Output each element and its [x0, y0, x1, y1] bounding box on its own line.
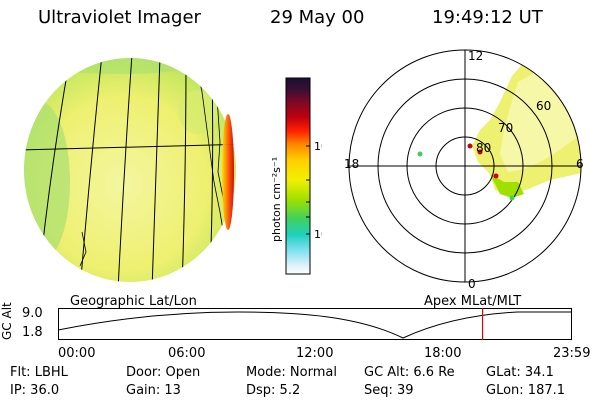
aurora-spot	[417, 151, 423, 157]
altitude-tick-min: 1.8	[22, 325, 43, 340]
geographic-globe-image	[24, 58, 236, 282]
time-tick-0600: 06:00	[168, 346, 206, 361]
mlt-label-0: 0	[468, 277, 476, 291]
colorbar-unit-label: photon cm⁻²s⁻¹	[270, 157, 283, 242]
observation-date: 29 May 00	[270, 7, 365, 28]
polar-mlat-mlt-plot: 12 18 6 0 80 70 60	[344, 49, 584, 291]
status-gc-alt: GC Alt: 6.6 Re	[364, 365, 455, 380]
status-door: Door: Open	[126, 365, 201, 380]
altitude-axis-label: GC Alt	[0, 302, 14, 340]
mlat-label-60: 60	[536, 99, 551, 113]
mlt-label-18: 18	[344, 157, 359, 171]
status-gain: Gain: 13	[126, 383, 181, 398]
status-dsp: Dsp: 5.2	[246, 383, 301, 398]
status-ip: IP: 36.0	[10, 383, 60, 398]
status-filter: Flt: LBHL	[10, 365, 68, 380]
geographic-caption: Geographic Lat/Lon	[70, 294, 197, 309]
colorbar-tick-10: 10	[314, 228, 322, 241]
intensity-colorbar: 100 10 photon cm⁻²s⁻¹	[270, 77, 322, 275]
mlt-label-12: 12	[468, 49, 483, 63]
observation-time: 19:49:12 UT	[432, 7, 543, 28]
aurora-spot	[467, 143, 473, 149]
status-seq: Seq: 39	[364, 383, 414, 398]
mlat-label-80: 80	[476, 141, 491, 155]
status-mode: Mode: Normal	[246, 365, 337, 380]
aurora-spot	[477, 149, 483, 155]
instrument-title: Ultraviolet Imager	[38, 7, 201, 28]
aurora-spot-markers	[417, 143, 515, 201]
apex-caption: Apex MLat/MLT	[424, 294, 522, 309]
mlt-label-6: 6	[576, 157, 584, 171]
status-glon: GLon: 187.1	[486, 383, 566, 398]
altitude-timeline-plot	[58, 308, 572, 340]
colorbar-tick-100: 100	[314, 140, 322, 153]
aurora-spot	[509, 195, 515, 201]
altitude-tick-max: 9.0	[22, 306, 43, 321]
mlat-label-70: 70	[498, 121, 513, 135]
time-tick-0000: 00:00	[58, 346, 96, 361]
status-glat: GLat: 34.1	[486, 365, 554, 380]
time-tick-1200: 12:00	[296, 346, 334, 361]
time-tick-1800: 18:00	[424, 346, 462, 361]
time-tick-2359: 23:59	[553, 346, 591, 361]
aurora-spot	[493, 173, 499, 179]
